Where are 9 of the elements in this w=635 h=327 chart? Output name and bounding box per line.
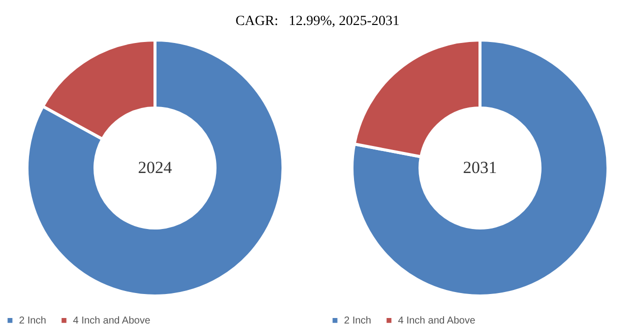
legend-label: 4 Inch and Above [73,315,151,326]
donut-slice [26,38,284,298]
text: 2031 [463,158,497,177]
text: 2024 [138,158,172,177]
legend-label: 2 Inch [19,315,46,326]
text: CAGR: 12.99%, 2025-2031 [234,13,401,31]
legend-label: 2 Inch [344,315,372,326]
legend-label: 4 Inch and Above [398,315,476,326]
donut-slice [350,38,610,298]
